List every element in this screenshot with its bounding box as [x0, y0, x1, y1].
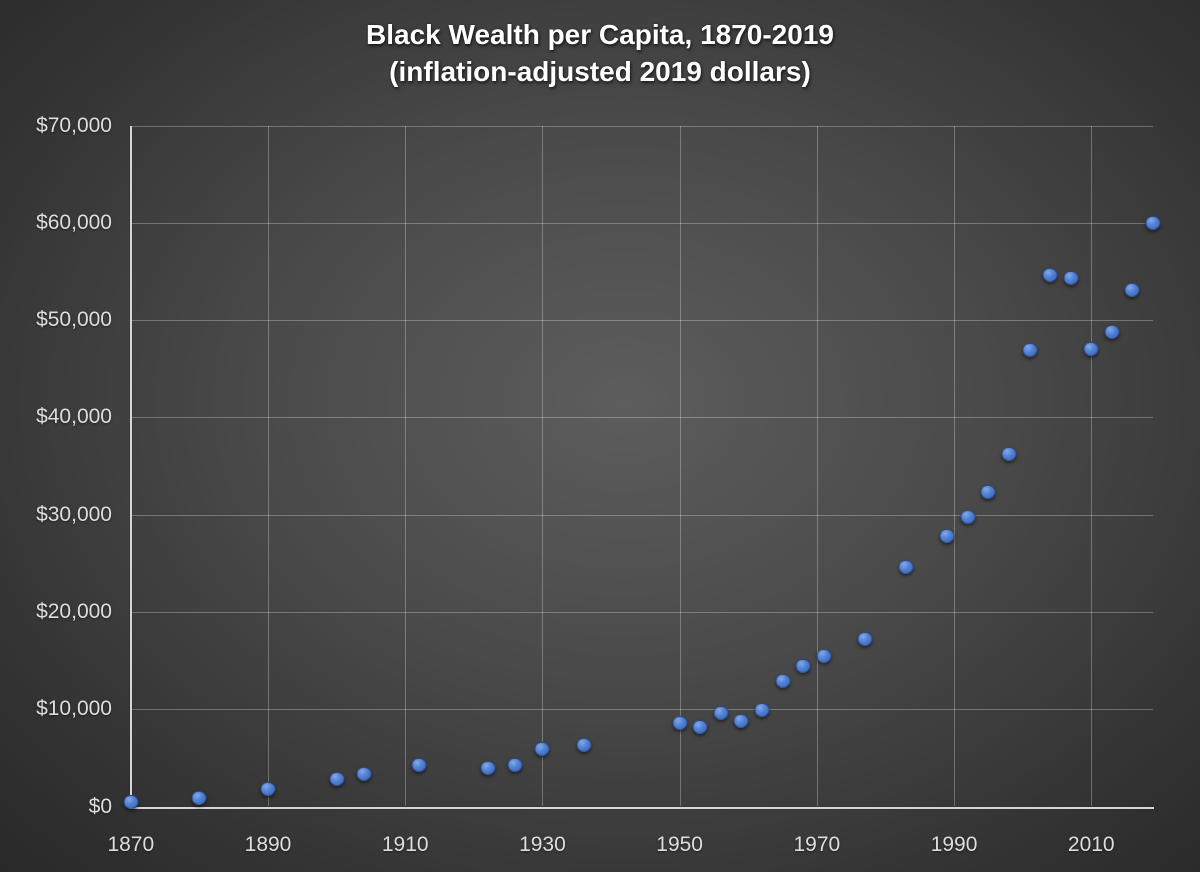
- data-point-1870: [123, 794, 139, 809]
- v-gridline-1930: [542, 125, 544, 807]
- data-point-1890: [260, 781, 276, 796]
- data-point-2007: [1063, 271, 1079, 286]
- data-point-1983: [898, 560, 914, 575]
- data-point-1926: [507, 757, 523, 772]
- x-tick-label-1950: 1950: [656, 833, 703, 856]
- x-tick-label-2010: 2010: [1067, 833, 1115, 856]
- data-point-1953: [692, 719, 708, 734]
- y-tick-label-0: $0: [88, 794, 112, 818]
- data-point-1977: [857, 632, 873, 647]
- v-gridline-1950: [679, 125, 681, 807]
- data-point-1880: [191, 790, 207, 805]
- v-gridline-1890: [268, 125, 269, 807]
- data-point-1989: [939, 529, 955, 544]
- h-gridline-20000: [130, 611, 1153, 613]
- data-point-1971: [816, 648, 832, 663]
- y-axis-line: [129, 125, 132, 809]
- data-point-1995: [980, 485, 996, 500]
- data-point-2019: [1145, 215, 1161, 230]
- data-point-1904: [356, 767, 372, 782]
- chart-title-line1: Black Wealth per Capita, 1870-2019: [366, 19, 834, 50]
- data-point-1912: [411, 757, 427, 772]
- data-point-1922: [480, 760, 496, 775]
- data-point-1992: [960, 509, 976, 524]
- x-tick-label-1890: 1890: [244, 833, 292, 856]
- data-point-1936: [576, 738, 592, 753]
- data-point-1930: [534, 742, 550, 757]
- y-tick-label-10000: $10,000: [36, 697, 112, 721]
- data-point-1959: [733, 713, 749, 728]
- data-point-1950: [672, 715, 688, 730]
- data-point-1956: [713, 706, 729, 721]
- y-tick-label-50000: $50,000: [36, 308, 112, 332]
- y-tick-label-20000: $20,000: [36, 599, 112, 623]
- x-tick-label-1910: 1910: [381, 833, 429, 856]
- v-gridline-1910: [405, 125, 407, 807]
- v-gridline-2010: [1091, 125, 1093, 807]
- h-gridline-30000: [130, 514, 1153, 516]
- h-gridline-10000: [130, 709, 1153, 711]
- y-tick-label-40000: $40,000: [36, 405, 112, 429]
- chart-title-line2: (inflation-adjusted 2019 dollars): [389, 56, 811, 87]
- y-tick-label-60000: $60,000: [36, 210, 112, 234]
- chart-title: Black Wealth per Capita, 1870-2019 (infl…: [0, 16, 1200, 90]
- h-gridline-70000: [130, 125, 1153, 127]
- data-point-2001: [1022, 343, 1037, 358]
- y-tick-label-30000: $30,000: [36, 502, 112, 526]
- data-point-1968: [795, 659, 811, 674]
- data-point-1965: [775, 674, 791, 689]
- data-point-2010: [1083, 342, 1099, 357]
- x-axis-line: [129, 806, 1154, 809]
- data-point-2004: [1042, 267, 1058, 282]
- x-tick-label-1870: 1870: [107, 833, 155, 856]
- data-point-1998: [1001, 447, 1017, 462]
- x-tick-label-1930: 1930: [519, 833, 566, 856]
- h-gridline-60000: [130, 222, 1153, 224]
- v-gridline-1990: [954, 125, 956, 807]
- data-point-2016: [1124, 283, 1140, 298]
- v-gridline-1970: [816, 125, 818, 807]
- x-tick-label-1990: 1990: [930, 833, 978, 856]
- data-point-2013: [1104, 324, 1120, 339]
- y-tick-label-70000: $70,000: [36, 113, 112, 137]
- data-point-1900: [329, 772, 345, 787]
- h-gridline-50000: [130, 320, 1153, 322]
- h-gridline-40000: [130, 417, 1153, 419]
- data-point-1962: [754, 703, 770, 718]
- x-tick-label-1970: 1970: [793, 833, 841, 856]
